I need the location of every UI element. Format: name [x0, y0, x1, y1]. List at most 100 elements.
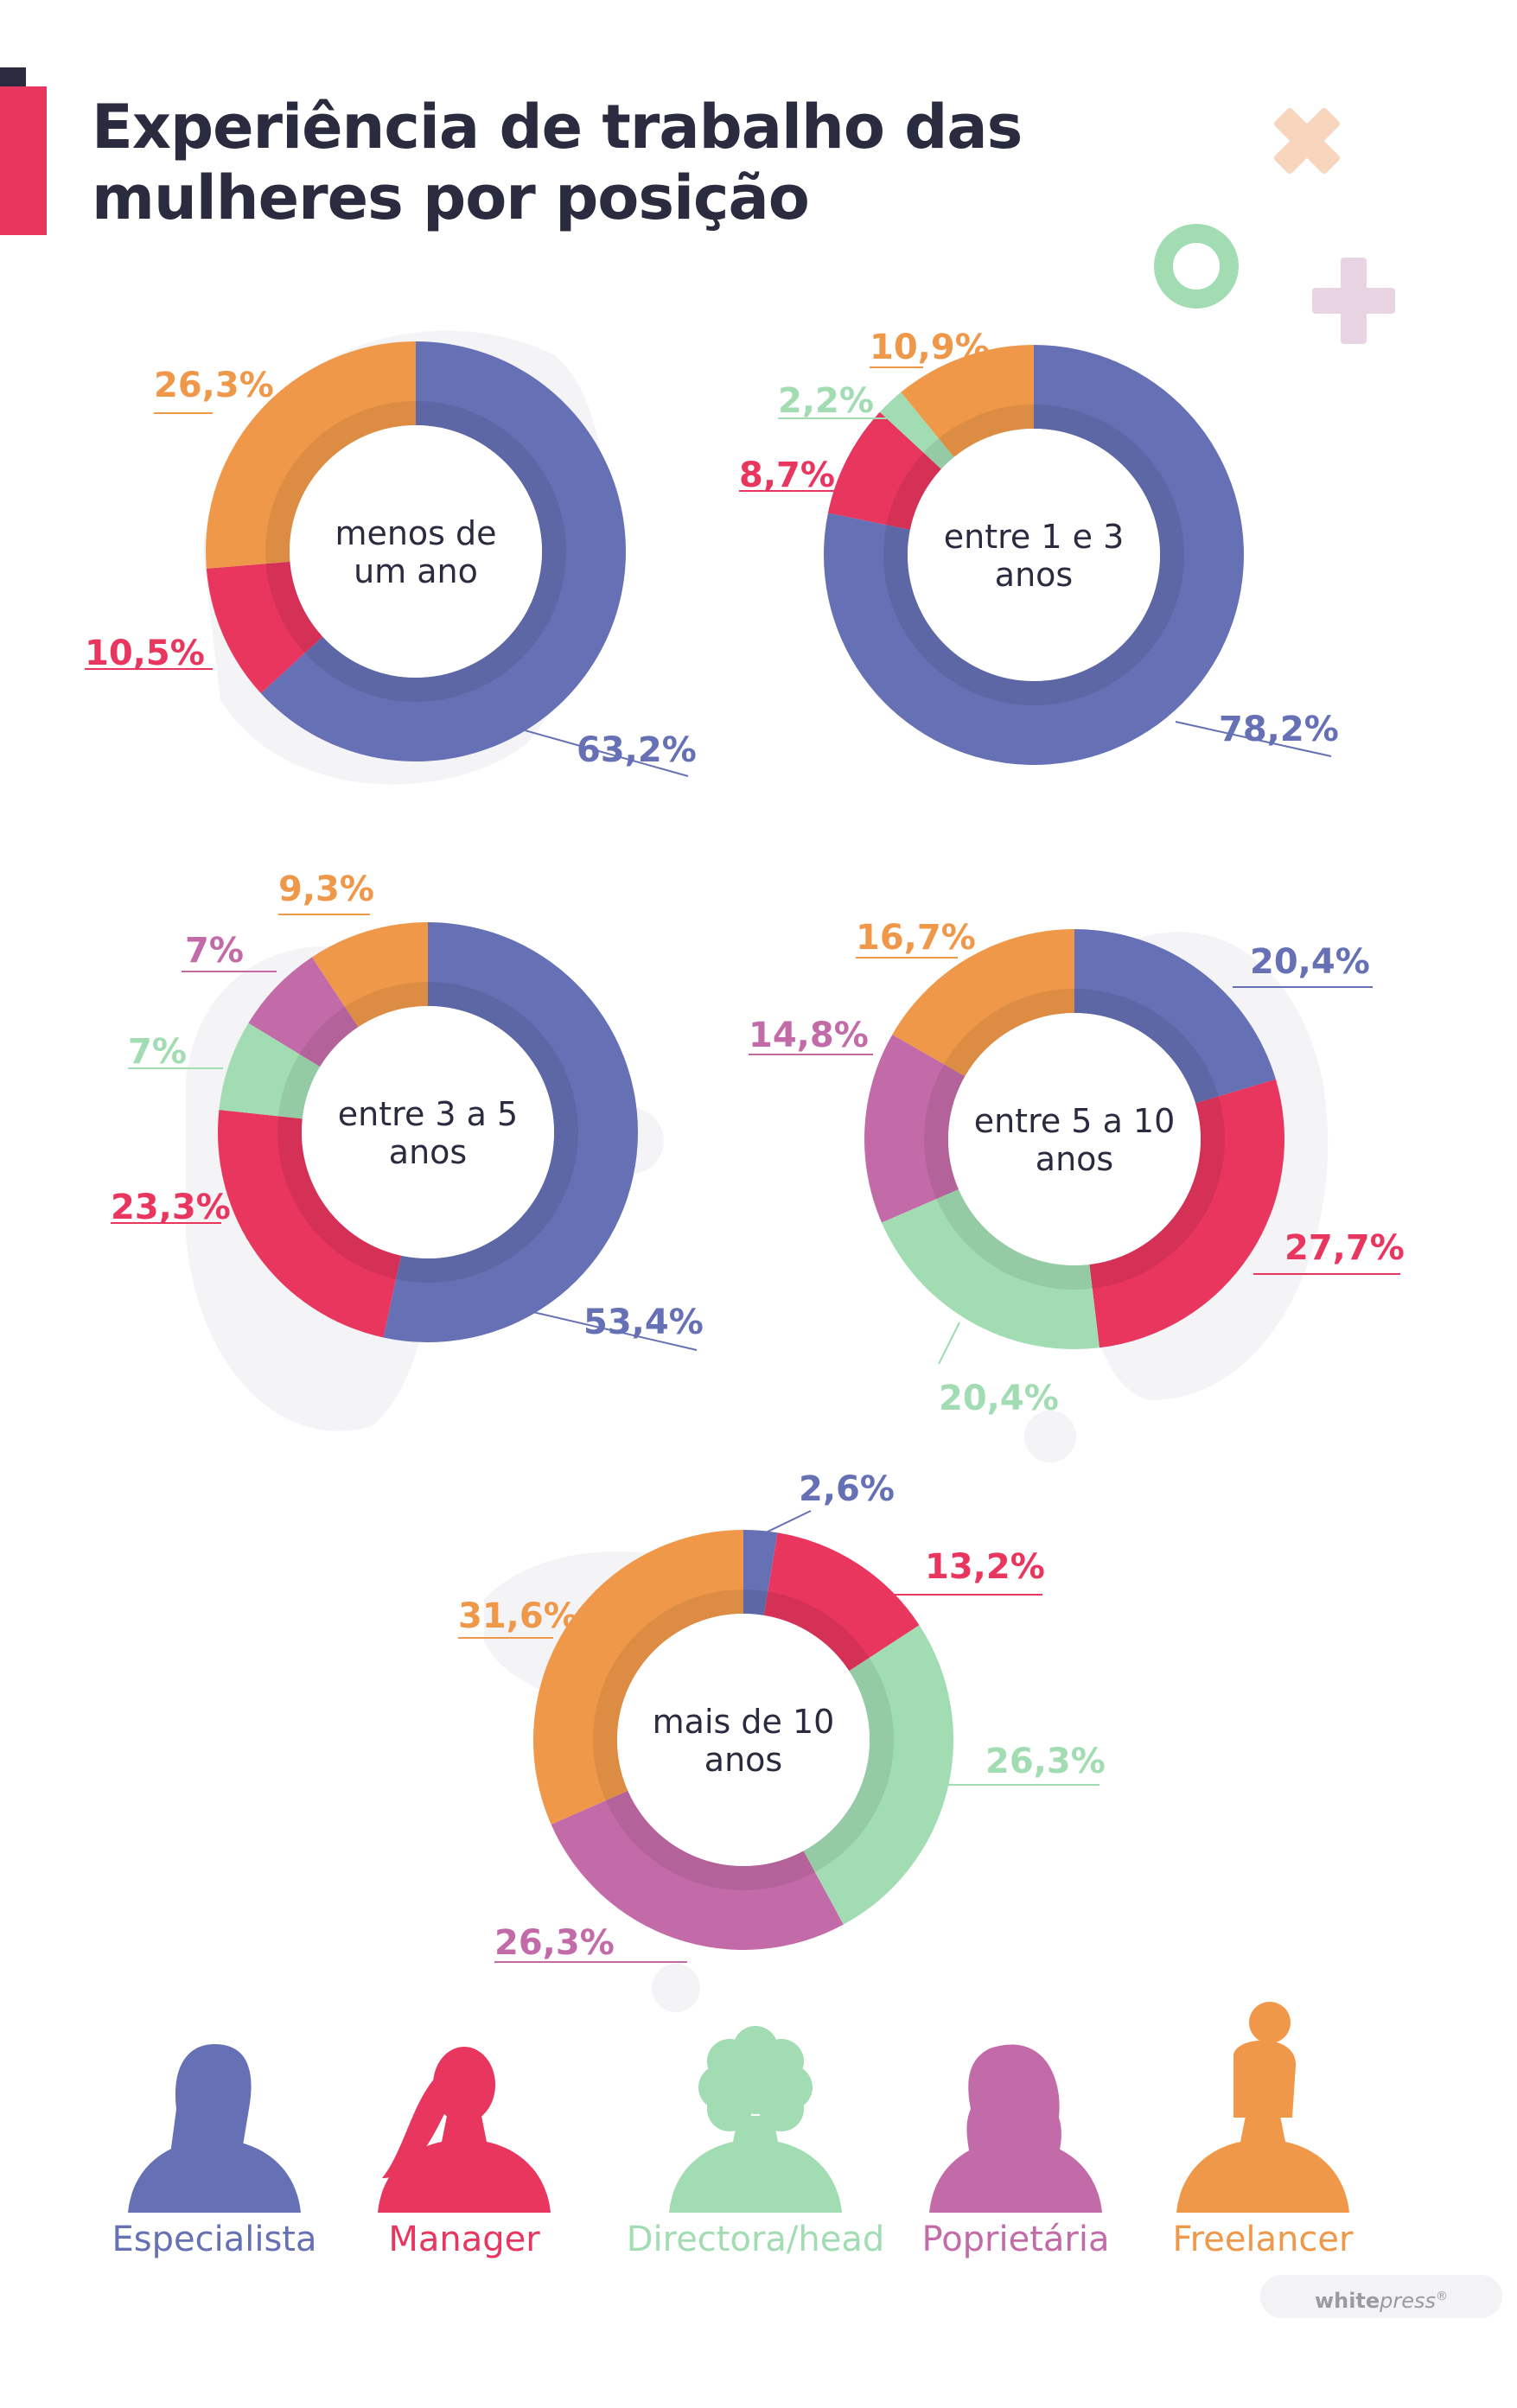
bg-dot: [652, 1964, 700, 2012]
page-title-line-1: Experiência de trabalho das: [92, 92, 1023, 162]
icon-curl: [733, 2069, 778, 2114]
center-label: um ano: [354, 552, 478, 590]
icon-shoulders: [1176, 2116, 1349, 2213]
slice-label: 53,4%: [583, 1303, 704, 1342]
slice-especialista: [383, 922, 638, 1342]
slice-label: 78,2%: [1219, 710, 1339, 749]
ring-shape: [1154, 224, 1239, 309]
slice-label: 8,7%: [739, 455, 835, 495]
donut-hole: [908, 429, 1160, 681]
woman-ponytail-icon: [378, 2047, 551, 2213]
slice-label: 31,6%: [458, 1596, 578, 1636]
woman-bun-hair-icon: [1176, 2002, 1349, 2213]
slice-freelancer: [206, 341, 416, 569]
donut-hole: [290, 425, 542, 678]
donut-inner-shade: [593, 1589, 894, 1890]
center-label: anos: [995, 556, 1073, 594]
icon-head: [1233, 2040, 1297, 2118]
slice-freelancer: [311, 922, 428, 1028]
leader-line: [1175, 721, 1332, 757]
whitepress-logo: whitepress®: [1260, 2275, 1502, 2318]
slice-especialista: [1074, 929, 1276, 1104]
slice-label: 10,9%: [870, 328, 990, 367]
title-accent-bar-dark: [0, 67, 26, 86]
woman-short-hair-icon: [128, 2044, 301, 2213]
donut-hole: [617, 1614, 870, 1866]
center-label: anos: [389, 1133, 467, 1171]
slice-label: 7%: [128, 1032, 187, 1072]
legend-label: Directora/head: [627, 2220, 885, 2259]
plus-bar: [1341, 258, 1367, 344]
legend: Especialista Manager Directora/head Popriet…: [112, 2002, 1354, 2259]
leader-line: [525, 1309, 698, 1351]
slice-manager: [763, 1532, 920, 1672]
center-label: entre 3 a 5: [338, 1095, 518, 1133]
page-title-line-2: mulheres por posição: [92, 162, 810, 233]
center-label: entre 5 a 10: [974, 1102, 1176, 1140]
icon-head: [433, 2047, 495, 2123]
slice-directora-head: [879, 392, 954, 469]
icon-shoulders: [128, 2116, 301, 2213]
cross-shape: [1274, 108, 1340, 174]
slice-manager: [217, 1110, 402, 1338]
donut-inner-shade: [924, 989, 1225, 1290]
legend-label: Especialista: [112, 2220, 317, 2259]
title-accent-bar-pink: [0, 86, 47, 235]
slice-freelancer: [533, 1530, 743, 1825]
slice-label: 13,2%: [925, 1547, 1045, 1587]
woman-curly-hair-icon: [669, 2026, 842, 2213]
legend-item: Poprietária: [922, 2044, 1110, 2259]
slice-manager: [206, 561, 323, 694]
slice-freelancer: [901, 345, 1034, 457]
legend-item: Directora/head: [627, 2026, 885, 2259]
slice-label: 26,3%: [494, 1923, 615, 1963]
slice-label: 20,4%: [939, 1379, 1059, 1418]
donut-inner-shade: [883, 405, 1184, 705]
icon-shoulders: [378, 2116, 551, 2213]
slice-label: 20,4%: [1250, 942, 1370, 982]
brand-mark: ®: [1436, 2290, 1449, 2303]
donut-inner-shade: [277, 982, 578, 1283]
cross-bar: [1274, 108, 1340, 174]
icon-hair: [169, 2044, 252, 2161]
icon-ponytail: [382, 2074, 447, 2178]
slice-especialista: [823, 345, 1244, 765]
icon-shoulders: [669, 2116, 842, 2213]
legend-label: Manager: [388, 2220, 540, 2259]
slice-directora-head: [881, 1188, 1100, 1349]
slice-directora-head: [219, 1022, 321, 1119]
brand-italic: press: [1380, 2289, 1437, 2313]
slice-popriet-ria: [864, 1034, 966, 1223]
donut-hole: [302, 1006, 554, 1258]
center-label: anos: [704, 1741, 782, 1779]
slice-label: 2,2%: [778, 381, 874, 421]
legend-item: Manager: [378, 2047, 551, 2259]
slice-label: 23,3%: [111, 1188, 231, 1227]
slice-manager: [1089, 1079, 1284, 1348]
legend-item: Especialista: [112, 2044, 317, 2259]
brand-bold: white: [1314, 2289, 1380, 2313]
slice-label: 26,3%: [985, 1742, 1106, 1781]
slice-label: 7%: [185, 931, 244, 971]
donut-hole: [948, 1013, 1201, 1265]
icon-wavy-hair: [966, 2044, 1061, 2178]
page-title: Experiência de trabalho das mulheres por…: [92, 92, 1129, 233]
slice-label: 27,7%: [1284, 1228, 1405, 1268]
slice-label: 10,5%: [85, 634, 205, 673]
leader-line: [763, 1510, 812, 1534]
slice-especialista: [743, 1530, 778, 1615]
icon-bun: [1249, 2002, 1291, 2043]
donut-inner-shade: [265, 401, 566, 702]
slice-label: 26,3%: [154, 366, 274, 405]
slice-label: 2,6%: [799, 1469, 895, 1509]
slice-popriet-ria: [248, 957, 359, 1067]
slice-freelancer: [892, 929, 1074, 1077]
slice-label: 16,7%: [856, 918, 976, 958]
